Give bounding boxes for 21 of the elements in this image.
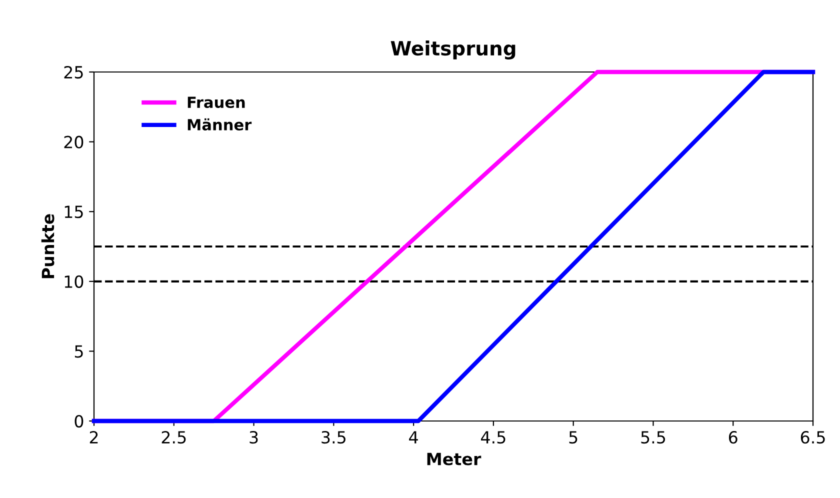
x-tick-label: 4 — [409, 431, 418, 444]
legend-label: Frauen — [188, 96, 245, 108]
y-tick-label: 20 — [64, 136, 84, 148]
legend-label: Männer — [188, 118, 252, 130]
x-tick-label: 6.5 — [800, 431, 825, 444]
x-tick-label: 3 — [250, 431, 258, 444]
y-axis-title: Punkte — [41, 214, 54, 278]
x-tick-label: 4.5 — [481, 431, 506, 444]
chart-title: Weitsprung — [390, 40, 516, 60]
x-tick-label: 2.5 — [162, 431, 186, 444]
y-tick-label: 15 — [64, 206, 83, 218]
x-tick-label: 6 — [728, 431, 738, 444]
y-tick-label: 0 — [74, 414, 84, 428]
y-tick-label: 10 — [64, 275, 84, 288]
x-tick-label: 2 — [90, 431, 98, 444]
x-axis-title: Meter — [427, 452, 482, 466]
x-tick-label: 5.5 — [641, 431, 666, 444]
x-tick-label: 5 — [569, 431, 578, 444]
y-tick-label: 5 — [74, 345, 83, 358]
y-tick-label: 25 — [64, 66, 83, 79]
x-tick-label: 3.5 — [322, 431, 346, 444]
